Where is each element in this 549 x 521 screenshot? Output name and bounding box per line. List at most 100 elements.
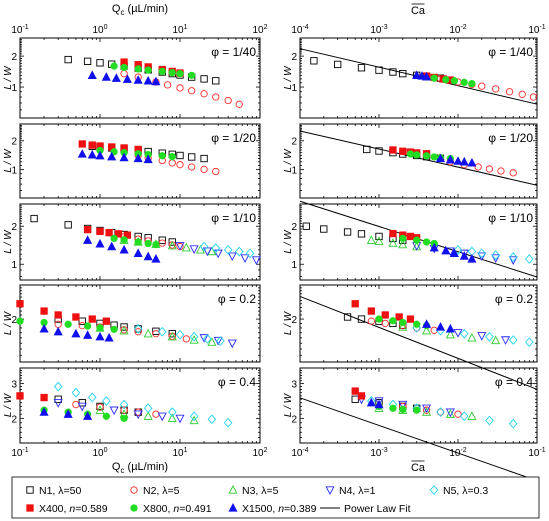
point-N2 [120, 70, 128, 78]
point-N4 [175, 242, 185, 251]
y-ticks [20, 367, 260, 444]
point-N3 [366, 235, 376, 244]
point-N5 [525, 254, 534, 264]
y-tick-label: 2 [11, 222, 17, 233]
point-N1 [96, 59, 104, 67]
series-N5 [199, 241, 255, 259]
point-N2 [474, 163, 482, 171]
point-N3 [167, 413, 177, 423]
point-X1500 [133, 153, 143, 163]
point-X1500 [95, 238, 105, 248]
series-N1 [64, 55, 220, 85]
point-X1500 [449, 248, 459, 257]
point-X1500 [435, 322, 446, 331]
panel-label: φ = 0.2 [495, 292, 533, 306]
y-tick-label: 2 [291, 137, 297, 148]
point-N3 [143, 411, 153, 420]
point-N2 [200, 165, 208, 174]
point-N2 [235, 100, 243, 108]
series-X1500 [87, 70, 161, 86]
x-tick-label-top: 102 [252, 24, 267, 36]
plot-frame [299, 37, 538, 119]
point-N1 [200, 154, 208, 163]
point-N5 [234, 246, 244, 257]
point-N2 [152, 330, 160, 338]
y-tick-label: 1 [291, 83, 297, 94]
point-N2 [478, 82, 486, 90]
point-X800 [152, 240, 160, 249]
series-N3 [95, 405, 199, 425]
series-X1500 [412, 70, 432, 81]
point-X1500 [459, 156, 469, 166]
point-N5 [211, 243, 221, 254]
point-X1500 [143, 154, 153, 164]
series-X800 [110, 234, 160, 249]
point-X1500 [151, 254, 161, 263]
x-tick-label-bottom: 10-1 [528, 447, 545, 459]
point-N3 [167, 331, 177, 341]
plot-frame [299, 367, 538, 444]
y-ticks [300, 37, 537, 119]
panel-left-4: 2L / W φ = 0.2 [3, 284, 261, 363]
legend-entry-X1500: X1500, n=0.389 [228, 503, 317, 515]
power-law-fit-line [299, 295, 538, 390]
point-X800 [134, 238, 142, 246]
legend-marker-N3 [228, 485, 238, 494]
legend-entry-N5: N5, λ=0.3 [429, 485, 488, 497]
point-X800 [134, 65, 142, 73]
series-N4 [453, 329, 511, 345]
series-X1500 [435, 153, 477, 167]
x-tick-label-top: 101 [172, 24, 187, 36]
legend-marker-N2 [130, 486, 138, 494]
point-N4 [508, 256, 518, 265]
y-axis-label: L / W [283, 148, 294, 173]
point-X800 [110, 234, 118, 243]
point-N1 [168, 238, 176, 246]
point-N3 [467, 411, 477, 420]
y-tick-label: 2 [291, 52, 297, 63]
series-X400 [83, 225, 132, 239]
x-tick-label-top: 10-1 [11, 24, 28, 36]
legend-label-N1: N1, λ=50 [39, 485, 81, 497]
series-N4 [356, 395, 455, 418]
legend-label-fit: Power Law Fit [344, 503, 411, 515]
point-X1500 [435, 153, 446, 163]
point-X1500 [87, 70, 97, 79]
panel-left-1: 1 2 L / W φ = 1/40 10-1 100 101 102 [3, 24, 268, 119]
panel-left-2: 1 2L / W φ = 1/20 [3, 123, 261, 199]
legend-marker-X800 [130, 504, 138, 512]
point-X800 [120, 414, 128, 423]
series-X800 [110, 62, 196, 79]
point-N3 [207, 337, 217, 346]
point-X400 [96, 227, 104, 236]
legend-label-N3: N3, λ=5 [242, 485, 279, 497]
x-ticks [19, 368, 261, 443]
point-N2 [176, 84, 184, 92]
point-N5 [71, 387, 81, 398]
point-N2 [529, 93, 538, 101]
power-law-fit-line [299, 130, 538, 186]
point-N4 [213, 336, 223, 346]
y-tick-label: 2 [11, 52, 17, 63]
point-X400 [16, 300, 24, 308]
panel-label: φ = 0.4 [495, 375, 533, 389]
point-N3 [445, 329, 455, 339]
y-ticks [300, 203, 537, 277]
point-N5 [459, 411, 469, 422]
legend-label-N5: N5, λ=0.3 [443, 485, 488, 497]
point-N2 [200, 90, 208, 98]
x-tick-label-bottom: 10-2 [449, 447, 466, 459]
point-X1500 [111, 73, 121, 82]
point-N2 [485, 165, 494, 173]
point-X800 [102, 412, 110, 420]
point-X400 [399, 147, 407, 155]
legend-frame [11, 476, 540, 519]
point-N3 [445, 409, 455, 418]
series-X800 [399, 234, 438, 248]
point-X1500 [459, 251, 469, 260]
point-N1 [176, 151, 184, 160]
x-ticks [19, 124, 261, 198]
point-N4 [445, 408, 455, 418]
panel-right-4: 2L / W φ = 0.2 [283, 284, 538, 390]
panel-left-3: 1 2L / W φ = 1/10 [3, 203, 261, 281]
